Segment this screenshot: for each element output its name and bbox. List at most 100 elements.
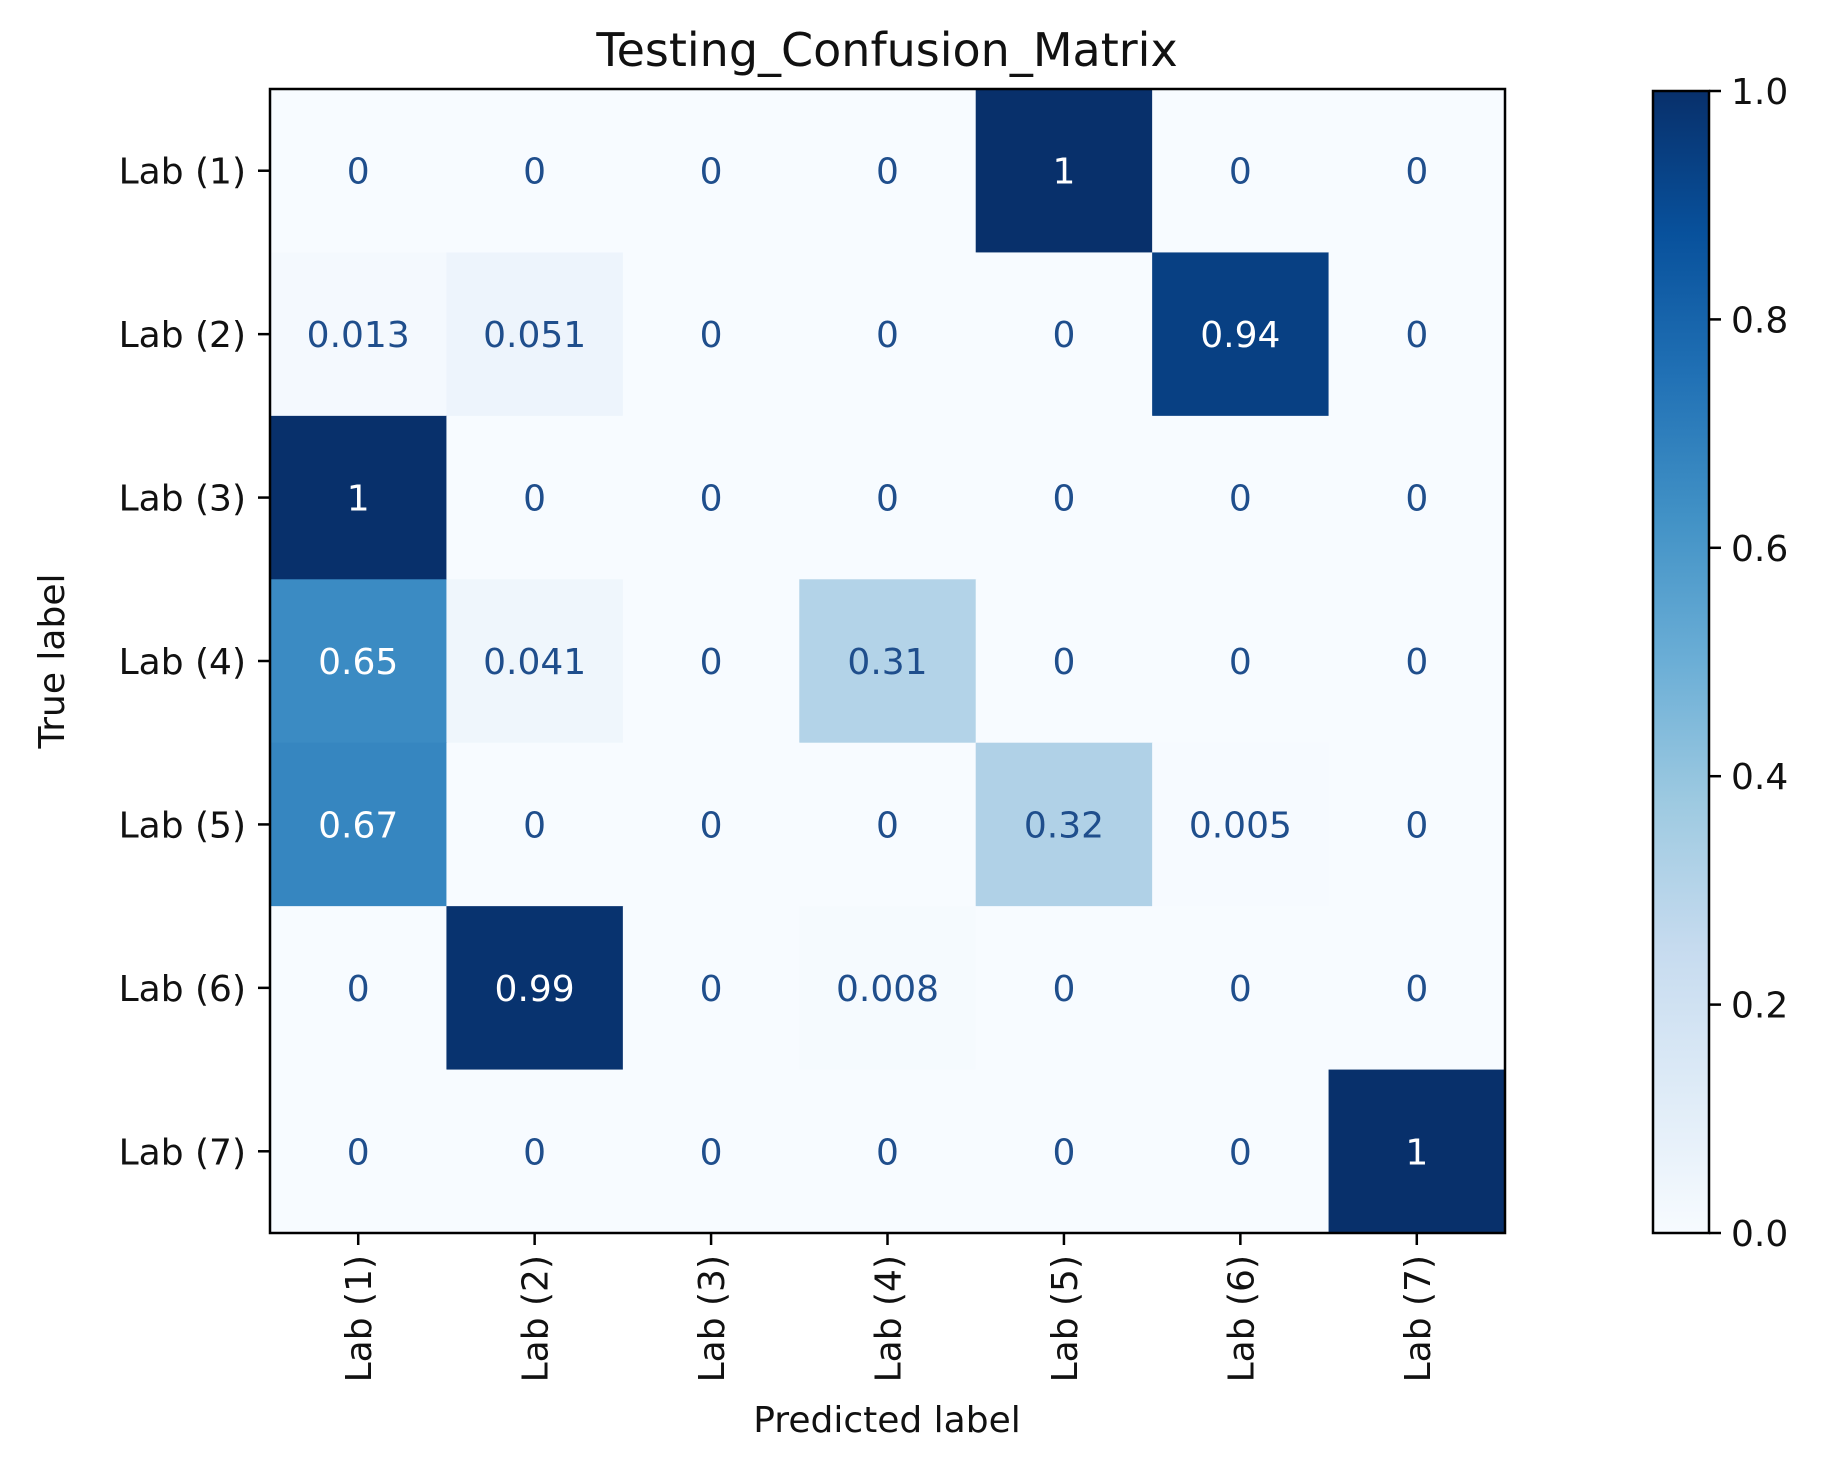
cell-value-label: 0.005 <box>1189 805 1292 846</box>
cell-value-label: 0 <box>1229 479 1252 520</box>
cell-value-label: 0.32 <box>1024 805 1104 846</box>
y-tick-label: Lab (5) <box>119 805 246 846</box>
heatmap-cell <box>1152 252 1330 417</box>
x-tick-label: Lab (3) <box>692 1255 733 1382</box>
cell-value-label: 0.051 <box>483 315 586 356</box>
y-tick-label: Lab (3) <box>119 479 246 520</box>
heatmap-cell <box>799 1069 977 1234</box>
cell-value-label: 1 <box>347 479 370 520</box>
heatmap-cell <box>975 579 1153 744</box>
heatmap-cell <box>270 1069 448 1234</box>
cell-value-label: 0 <box>1052 969 1075 1010</box>
colorbar-tick-label: 1.0 <box>1731 72 1788 113</box>
heatmap-cell <box>1152 89 1330 254</box>
heatmap-cell <box>1152 415 1330 580</box>
cell-value-label: 0 <box>347 969 370 1010</box>
heatmap-cell <box>622 252 800 417</box>
heatmap-cell <box>270 415 448 580</box>
cell-value-label: 0 <box>700 805 723 846</box>
cell-value-label: 0 <box>523 1132 546 1173</box>
heatmap-cell <box>270 742 448 907</box>
cell-value-label: 0 <box>1405 969 1428 1010</box>
heatmap-cell <box>975 906 1153 1071</box>
heatmap-cell <box>270 906 448 1071</box>
heatmap-cell <box>799 252 977 417</box>
chart-title: Testing_Confusion_Matrix <box>595 23 1177 77</box>
heatmap-cells <box>270 89 1506 1234</box>
colorbar-ticks: 0.0 0.2 0.4 0.6 0.8 1.0 <box>1709 72 1788 1255</box>
cell-value-label: 0 <box>523 805 546 846</box>
x-tick-label: Lab (6) <box>1221 1255 1262 1382</box>
y-tick-label: Lab (4) <box>119 642 246 683</box>
cell-value-label: 0 <box>700 479 723 520</box>
heatmap-cell <box>799 415 977 580</box>
heatmap-cell <box>270 89 448 254</box>
x-tick-label: Lab (1) <box>339 1255 380 1382</box>
y-tick-label: Lab (2) <box>119 315 246 356</box>
cell-value-label: 0 <box>700 969 723 1010</box>
heatmap-cell <box>446 89 624 254</box>
heatmap-cell <box>799 579 977 744</box>
heatmap-cell <box>446 252 624 417</box>
cell-value-label: 0 <box>700 642 723 683</box>
cell-value-label: 1 <box>1052 152 1075 193</box>
cell-value-label: 0 <box>876 315 899 356</box>
x-tick-label: Lab (5) <box>1045 1255 1086 1382</box>
heatmap-cell <box>975 252 1153 417</box>
heatmap-cell <box>799 89 977 254</box>
x-tick-label: Lab (4) <box>869 1255 910 1382</box>
cell-value-label: 0 <box>700 1132 723 1173</box>
y-tick-label: Lab (1) <box>119 152 246 193</box>
cell-value-label: 0 <box>876 479 899 520</box>
heatmap-cell <box>446 579 624 744</box>
cell-value-label: 0 <box>1405 152 1428 193</box>
heatmap-cell <box>975 742 1153 907</box>
cell-value-label: 0 <box>876 1132 899 1173</box>
cell-value-label: 0.67 <box>318 805 398 846</box>
heatmap-cell <box>975 415 1153 580</box>
heatmap-cell-labels: 0 0 0 0 1 0 0 0.013 0.051 0 0 0 0.94 0 1 0 0 0 0 0 0 0.65 0.04… <box>307 152 1429 1174</box>
heatmap-cell <box>270 252 448 417</box>
heatmap-cell <box>1152 906 1330 1071</box>
heatmap-cell <box>446 415 624 580</box>
colorbar-tick-label: 0.4 <box>1731 757 1788 798</box>
cell-value-label: 0 <box>347 152 370 193</box>
x-axis-ticks: Lab (1) Lab (2) Lab (3) Lab (4) Lab (5) Lab (… <box>339 1233 1439 1382</box>
x-tick-label: Lab (7) <box>1398 1255 1439 1382</box>
cell-value-label: 0 <box>1052 642 1075 683</box>
cell-value-label: 0 <box>1052 315 1075 356</box>
cell-value-label: 0 <box>700 315 723 356</box>
heatmap-cell <box>622 906 800 1071</box>
heatmap-cell <box>1328 415 1506 580</box>
cell-value-label: 0 <box>700 152 723 193</box>
cell-value-label: 0.008 <box>836 969 939 1010</box>
heatmap-cell <box>446 906 624 1071</box>
cell-value-label: 0 <box>1052 479 1075 520</box>
heatmap-cell <box>1328 742 1506 907</box>
cell-value-label: 0 <box>523 152 546 193</box>
cell-value-label: 0 <box>1052 1132 1075 1173</box>
cell-value-label: 0 <box>1229 1132 1252 1173</box>
x-axis-label: Predicted label <box>753 1400 1021 1441</box>
cell-value-label: 0 <box>347 1132 370 1173</box>
heatmap-cell <box>975 89 1153 254</box>
cell-value-label: 0 <box>523 479 546 520</box>
heatmap-cell <box>622 415 800 580</box>
heatmap-cell <box>1328 579 1506 744</box>
x-tick-label: Lab (2) <box>516 1255 557 1382</box>
heatmap-cell <box>622 89 800 254</box>
colorbar-tick-label: 0.2 <box>1731 986 1788 1027</box>
heatmap-cell <box>446 742 624 907</box>
cell-value-label: 0 <box>1405 642 1428 683</box>
heatmap-cell <box>1152 742 1330 907</box>
cell-value-label: 0.99 <box>495 969 575 1010</box>
cell-value-label: 0.65 <box>318 642 398 683</box>
cell-value-label: 0 <box>1229 642 1252 683</box>
cell-value-label: 0 <box>1405 805 1428 846</box>
cell-value-label: 0 <box>1229 969 1252 1010</box>
heatmap-cell <box>1328 906 1506 1071</box>
y-tick-label: Lab (7) <box>119 1132 246 1173</box>
heatmap-cell <box>1152 1069 1330 1234</box>
